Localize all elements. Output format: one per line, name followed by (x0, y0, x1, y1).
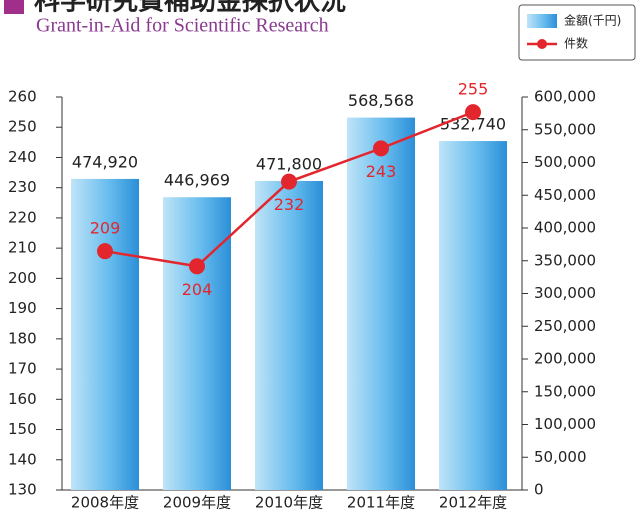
line-value-label: 232 (274, 195, 305, 214)
y2-tick-label: 250,000 (534, 317, 596, 335)
bar (255, 180, 323, 490)
chart-subtitle: Grant-in-Aid for Scientific Research (36, 15, 329, 37)
x-tick-label: 2008年度 (71, 494, 139, 512)
y-tick-label: 130 (8, 481, 37, 499)
bar (439, 141, 507, 490)
x-tick-label: 2011年度 (347, 494, 415, 512)
x-tick-label: 2010年度 (255, 494, 323, 512)
bar-value-label: 471,800 (256, 154, 322, 173)
title-marker (4, 0, 24, 14)
bar-value-label: 446,969 (164, 171, 230, 190)
x-tick-label: 2012年度 (439, 494, 507, 512)
y2-tick-label: 500,000 (534, 153, 596, 171)
y-tick-label: 240 (8, 148, 37, 166)
line-value-label: 243 (366, 162, 397, 181)
bar (163, 197, 231, 491)
y-tick-label: 160 (8, 390, 37, 408)
x-tick-label: 2009年度 (163, 494, 231, 512)
y2-tick-label: 50,000 (534, 448, 587, 466)
y2-tick-label: 100,000 (534, 415, 596, 433)
legend-swatch (527, 14, 557, 28)
y2-tick-label: 450,000 (534, 186, 596, 204)
line-point (465, 104, 481, 121)
y-tick-label: 210 (8, 239, 37, 257)
legend-swatch (537, 39, 547, 49)
bar (347, 117, 415, 491)
y-tick-label: 140 (8, 450, 37, 468)
y-tick-label: 180 (8, 329, 37, 347)
bar (71, 178, 139, 490)
bar-value-label: 474,920 (72, 152, 138, 171)
line-value-label: 255 (458, 80, 489, 99)
chart-title: 科学研究費補助金採択状況 (34, 0, 346, 17)
line-point (189, 258, 205, 275)
y2-tick-label: 300,000 (534, 284, 596, 302)
y-tick-label: 200 (8, 269, 37, 287)
bar-value-label: 568,568 (348, 91, 414, 110)
y2-tick-label: 400,000 (534, 219, 596, 237)
line-point (281, 173, 297, 190)
y2-tick-label: 0 (534, 481, 544, 499)
y2-tick-label: 550,000 (534, 120, 596, 138)
y-tick-label: 250 (8, 118, 37, 136)
y2-tick-label: 150,000 (534, 382, 596, 400)
y2-tick-label: 600,000 (534, 88, 596, 106)
y-tick-label: 220 (8, 208, 37, 226)
y-tick-label: 170 (8, 360, 37, 378)
y-tick-label: 260 (8, 88, 37, 106)
y-tick-label: 190 (8, 299, 37, 317)
legend-label: 件数 (564, 36, 588, 51)
y-tick-label: 230 (8, 178, 37, 196)
y2-tick-label: 200,000 (534, 350, 596, 368)
y-tick-label: 150 (8, 420, 37, 438)
line-point (97, 243, 113, 260)
line-value-label: 209 (90, 219, 121, 238)
legend-label: 金額(千円) (564, 13, 621, 28)
line-point (373, 140, 389, 157)
y2-tick-label: 350,000 (534, 251, 596, 269)
line-value-label: 204 (182, 280, 213, 299)
